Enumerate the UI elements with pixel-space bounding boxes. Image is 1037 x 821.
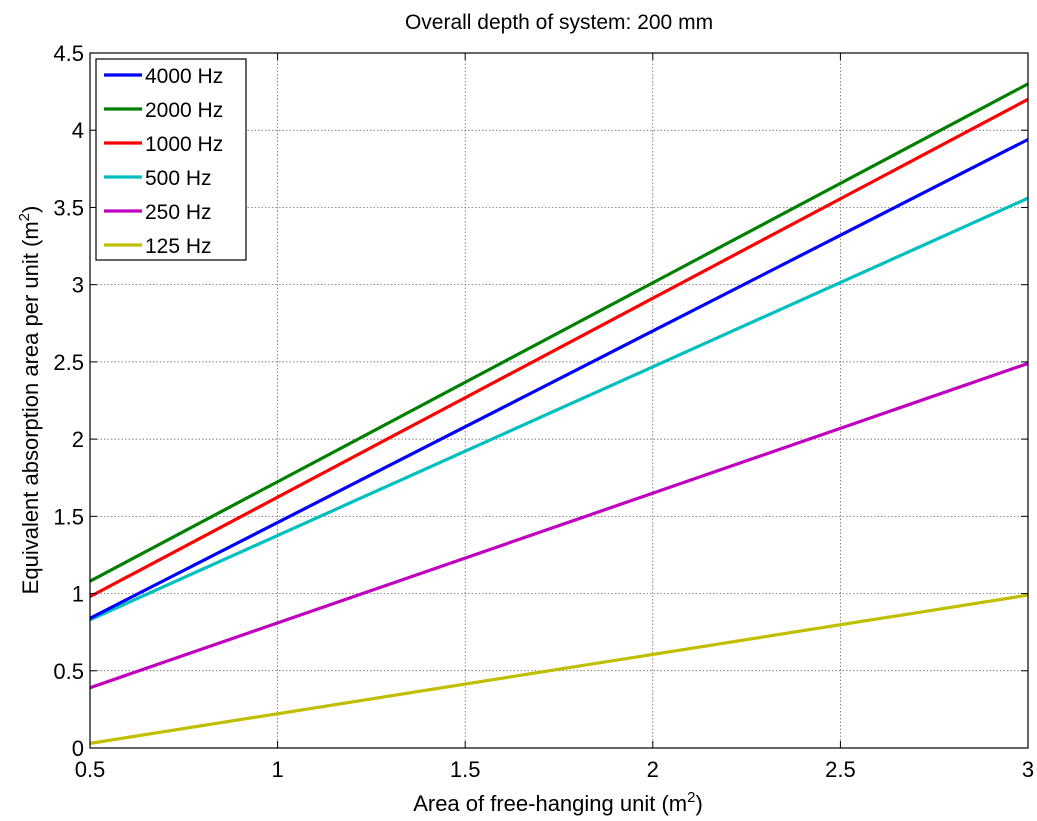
legend-label: 4000 Hz [145,65,223,88]
grid [90,53,1028,748]
series-line [89,97,1029,599]
chart-title: Overall depth of system: 200 mm [405,11,713,34]
legend-label: 250 Hz [145,201,212,224]
y-tick-label: 4.5 [53,41,84,66]
y-tick-label: 1 [72,582,84,607]
series-line [89,82,1029,583]
legend-label: 500 Hz [145,167,212,190]
y-tick-label: 4 [72,118,84,143]
x-tick-label: 2 [647,757,659,782]
x-tick-label: 3 [1022,757,1034,782]
legend: 4000 Hz 2000 Hz 1000 Hz 500 Hz 250 Hz 125 Hz [95,58,247,261]
y-tick-label: 1.5 [53,504,84,529]
series-line [89,196,1029,622]
x-tick-label: 1 [271,757,283,782]
ticks [89,52,1029,749]
y-tick-label: 2 [72,427,84,452]
x-tick-label: 0.5 [75,757,106,782]
legend-box [95,58,247,261]
y-tick-label: 2.5 [53,350,84,375]
series-line [89,138,1029,620]
plot-frame [89,52,1029,749]
x-axis-title: Area of free-hanging unit (m2) [413,789,703,816]
y-tick-label: 3 [72,273,84,298]
y-tick-label: 3.5 [53,195,84,220]
tick-labels: 0.5 1 1.5 2 2.5 300.511.522.533.544.5 [53,41,1034,782]
legend-label: 125 Hz [145,235,212,258]
legend-label: 2000 Hz [145,99,223,122]
x-tick-label: 1.5 [450,757,481,782]
x-tick-label: 2.5 [825,757,856,782]
legend-label: 1000 Hz [145,133,223,156]
y-tick-label: 0 [72,736,84,761]
series-line [89,593,1029,745]
series-line [89,361,1029,690]
y-axis-title: Equivalent absorption area per unit (m2) [16,206,43,595]
y-tick-label: 0.5 [53,659,84,684]
series-layer [89,82,1029,745]
